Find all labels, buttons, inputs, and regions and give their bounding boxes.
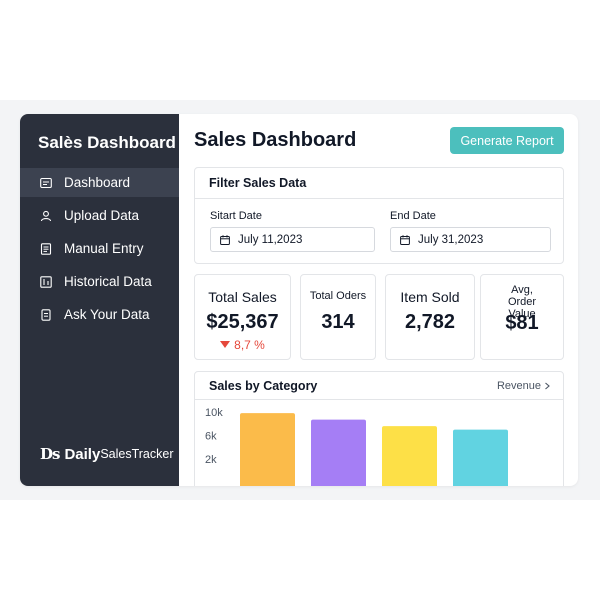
chart-title: Sales by Category bbox=[209, 378, 318, 393]
sidebar-item-dashboard[interactable]: Dashboard bbox=[20, 168, 179, 197]
y-tick-label: 6k bbox=[205, 431, 217, 443]
stat-label: Avg, Order Value bbox=[507, 284, 537, 320]
start-date-value: July 11,2023 bbox=[238, 233, 303, 246]
sidebar-item-ask-your-data[interactable]: Ask Your Data bbox=[20, 300, 179, 329]
chart-header: Sales by Category Revenue bbox=[195, 372, 563, 400]
generate-report-button[interactable]: Generate Report bbox=[450, 127, 564, 154]
end-date-input[interactable]: July 31,2023 bbox=[390, 227, 551, 252]
brand-mark: Ds bbox=[40, 445, 60, 463]
chart-bar[interactable] bbox=[311, 419, 366, 486]
stat-card-item-sold: Item Sold 2,782 bbox=[385, 274, 475, 360]
sidebar-item-label: Manual Entry bbox=[64, 241, 144, 256]
sidebar-nav: Dashboard Upload Data Manual Entry Histo… bbox=[20, 168, 179, 333]
dashboard-icon bbox=[40, 177, 52, 189]
down-triangle-icon bbox=[220, 341, 231, 348]
main-content: Sales Dashboard Generate Report Filter S… bbox=[179, 114, 578, 486]
user-icon bbox=[40, 210, 52, 222]
brand-name-rest: SalesTracker bbox=[100, 447, 174, 461]
filter-card: Filter Sales Data Sitart Date July 11,20… bbox=[194, 167, 564, 264]
y-tick-label: 10k bbox=[205, 407, 223, 419]
sidebar-item-label: Dashboard bbox=[64, 175, 131, 190]
sidebar-item-label: Ask Your Data bbox=[64, 307, 150, 322]
sales-chart: 10k 6k 2k bbox=[205, 407, 508, 486]
stat-value: 314 bbox=[321, 311, 355, 333]
chevron-right-icon bbox=[545, 382, 550, 389]
revenue-toggle-label: Revenue bbox=[496, 379, 541, 392]
sidebar-item-historical-data[interactable]: Historical Data bbox=[20, 267, 179, 296]
start-date-label: Sitart Date bbox=[210, 210, 262, 222]
stat-value: $25,367 bbox=[206, 311, 279, 333]
stat-card-avg-order-value: Avg, Order Value $81 bbox=[480, 274, 564, 360]
sidebar-item-manual-entry[interactable]: Manual Entry bbox=[20, 234, 179, 263]
file-icon bbox=[40, 308, 52, 321]
stat-label: Total Oders bbox=[309, 290, 367, 302]
sales-by-category-card: Sales by Category Revenue 10k 6k 2k bbox=[194, 371, 564, 486]
end-date-label: End Date bbox=[390, 210, 436, 222]
filter-title: Filter Sales Data bbox=[195, 168, 563, 199]
y-tick-label: 2k bbox=[205, 454, 217, 466]
stat-label: Item Sold bbox=[400, 289, 460, 305]
chart-bar[interactable] bbox=[382, 426, 437, 486]
document-icon bbox=[40, 242, 52, 255]
stat-card-total-sales: Total Sales $25,367 8,7 % bbox=[194, 274, 291, 360]
brand-logo: Ds Daily SalesTracker bbox=[40, 445, 173, 463]
stat-change-value: 8,7 % bbox=[234, 338, 265, 352]
calendar-icon bbox=[400, 234, 410, 245]
end-date-value: July 31,2023 bbox=[418, 233, 484, 246]
stat-value: 2,782 bbox=[404, 311, 456, 333]
sidebar-title: Salès Dashboard bbox=[38, 133, 176, 152]
sidebar-item-upload-data[interactable]: Upload Data bbox=[20, 201, 179, 230]
stat-value: $81 bbox=[505, 312, 539, 334]
calendar-icon bbox=[220, 234, 230, 245]
stat-change: 8,7 % bbox=[195, 338, 290, 352]
sidebar-item-label: Historical Data bbox=[64, 274, 152, 289]
brand-name-daily: Daily bbox=[64, 445, 101, 463]
chart-icon bbox=[40, 275, 52, 288]
start-date-input[interactable]: July 11,2023 bbox=[210, 227, 375, 252]
page-title: Sales Dashboard bbox=[194, 129, 357, 151]
revenue-toggle[interactable]: Revenue bbox=[497, 380, 551, 392]
stat-label: Total Sales bbox=[208, 289, 277, 305]
sidebar-item-label: Upload Data bbox=[64, 208, 140, 223]
chart-bar[interactable] bbox=[453, 429, 508, 486]
chart-bar[interactable] bbox=[240, 413, 295, 486]
app-window: Salès Dashboard Dashboard Upload Data Ma… bbox=[20, 114, 578, 486]
stat-card-total-orders: Total Oders 314 bbox=[300, 274, 376, 360]
sidebar: Salès Dashboard Dashboard Upload Data Ma… bbox=[20, 114, 179, 486]
